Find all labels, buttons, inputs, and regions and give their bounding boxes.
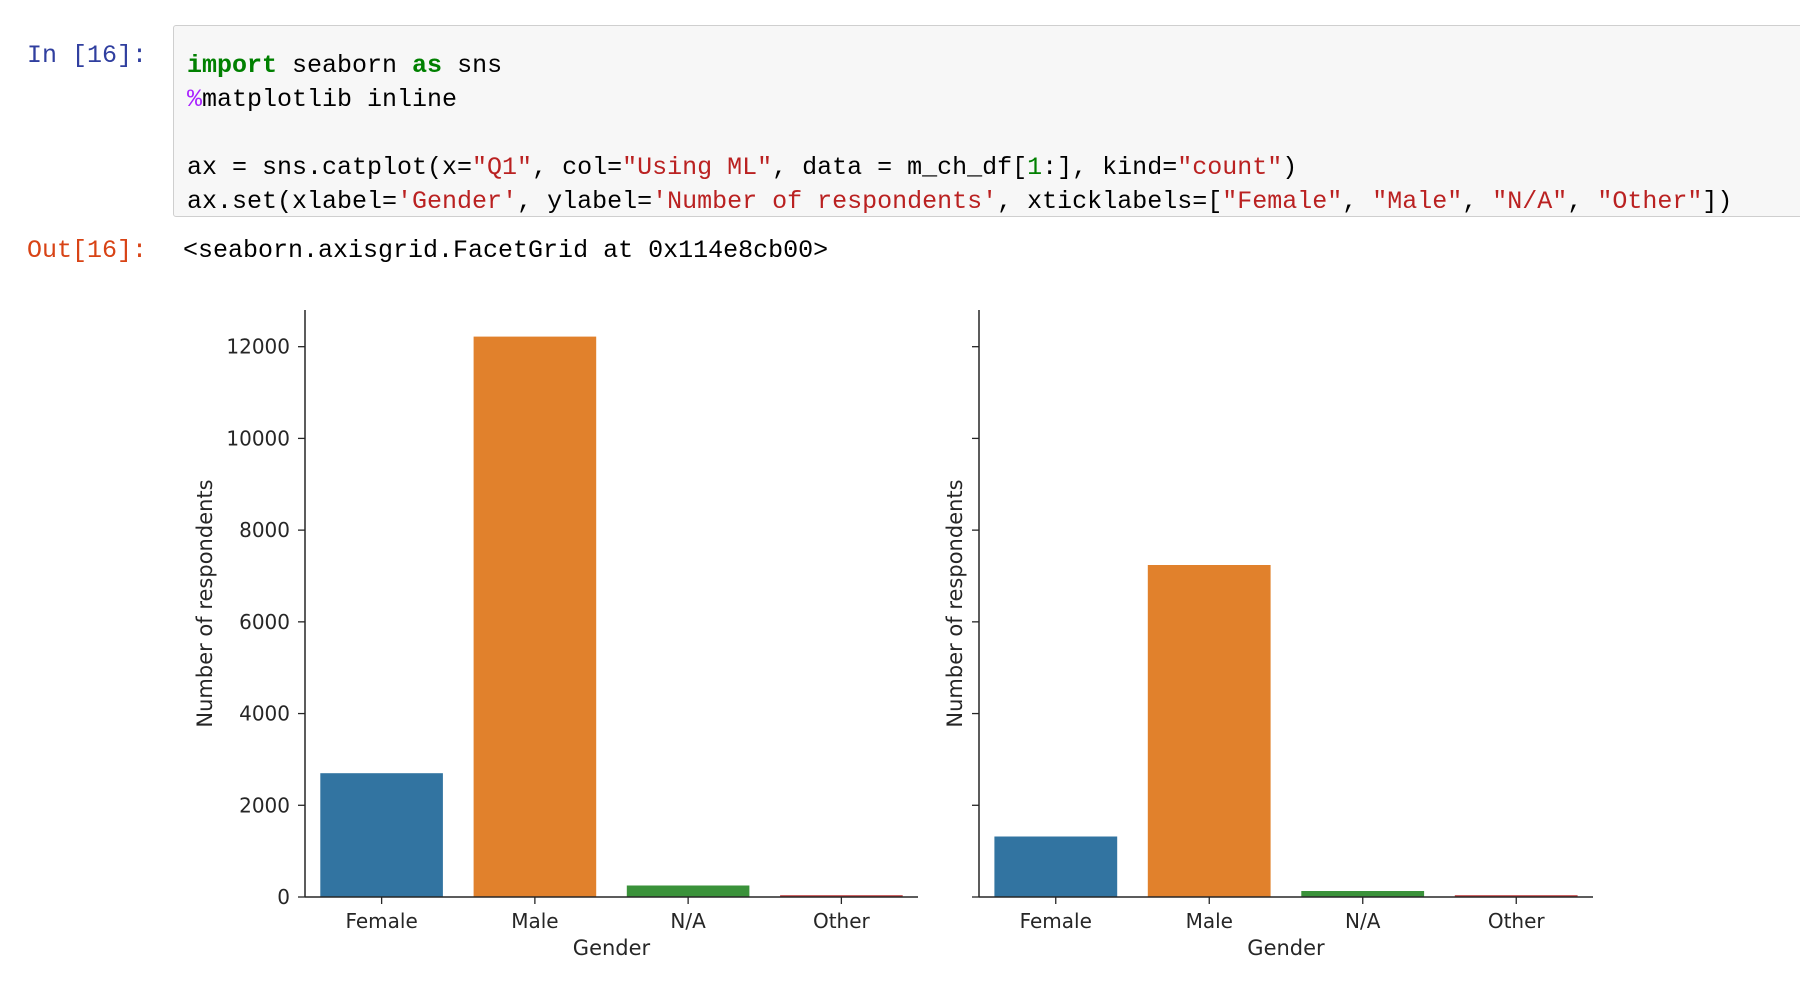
code-token: ax = sns.catplot(x=: [187, 153, 473, 182]
code-token: ax.set(xlabel=: [187, 187, 398, 216]
code-token: "N/A": [1492, 187, 1568, 216]
code-token: import: [187, 51, 278, 80]
bar-male: [1147, 565, 1271, 897]
x-tick-label: Female: [1020, 909, 1092, 933]
code-token: 1: [1027, 153, 1043, 182]
code-token: ,: [1342, 187, 1373, 216]
bar-n-a: [626, 885, 750, 897]
x-tick-label: N/A: [1345, 909, 1381, 933]
x-tick-label: Other: [1488, 909, 1546, 933]
code-token: , data = m_ch_df[: [772, 153, 1028, 182]
y-tick-label: 12000: [226, 335, 290, 359]
code-token: , xticklabels=[: [997, 187, 1223, 216]
code-token: seaborn: [277, 51, 413, 80]
code-token: as: [412, 51, 443, 80]
bar-other: [1454, 895, 1578, 897]
y-axis-label: Number of respondents: [193, 479, 217, 727]
code-token: "Female": [1222, 187, 1343, 216]
facet-grid-chart: 0 2000 4000 6000 8000 10000 12000 Female Male N/A…: [193, 310, 1593, 960]
code-token: "Using ML": [622, 153, 773, 182]
y-tick-label: 8000: [239, 518, 290, 542]
output-prompt: Out[16]:: [27, 236, 148, 265]
bar-male: [473, 336, 597, 898]
code-token: %: [187, 85, 203, 114]
x-tick-label: Female: [345, 909, 417, 933]
bar-female: [320, 773, 443, 897]
x-axis-label: Gender: [573, 936, 651, 960]
y-tick-label: 2000: [239, 793, 290, 817]
y-tick-label: 10000: [226, 426, 290, 450]
code-token: 'Number of respondents': [652, 187, 998, 216]
code-token: "Other": [1597, 187, 1703, 216]
code-line: %matplotlib inline: [187, 83, 457, 117]
x-tick-label: Male: [1186, 909, 1233, 933]
y-axis-label: Number of respondents: [943, 479, 967, 727]
y-tick-label: 4000: [239, 702, 290, 726]
code-line: import seaborn as sns: [187, 49, 502, 83]
code-line: ax = sns.catplot(x="Q1", col="Using ML",…: [187, 151, 1297, 185]
x-tick-label: Other: [813, 909, 871, 933]
code-token: , ylabel=: [517, 187, 653, 216]
code-line: ax.set(xlabel='Gender', ylabel='Number o…: [187, 185, 1733, 216]
code-token: sns: [442, 51, 503, 80]
code-token: matplotlib inline: [202, 85, 458, 114]
facet-left: 0 2000 4000 6000 8000 10000 12000 Female Male N/A…: [193, 310, 918, 960]
code-token: ,: [1462, 187, 1493, 216]
code-token: ,: [1567, 187, 1598, 216]
code-token: ): [1282, 153, 1298, 182]
code-token: , col=: [532, 153, 623, 182]
code-token: 'Gender': [397, 187, 518, 216]
y-tick-label: 6000: [239, 610, 290, 634]
bar-n-a: [1301, 891, 1425, 897]
code-editor[interactable]: import seaborn as sns %matplotlib inline…: [173, 25, 1800, 217]
output-repr: <seaborn.axisgrid.FacetGrid at 0x114e8cb…: [183, 236, 829, 265]
facet-right: Female Male N/A Other Gender Number of respon…: [943, 310, 1593, 960]
x-axis-label: Gender: [1247, 936, 1325, 960]
code-token: "Q1": [472, 153, 533, 182]
code-token: :], kind=: [1042, 153, 1178, 182]
y-tick-label: 0: [277, 885, 290, 909]
code-token: "Male": [1372, 187, 1463, 216]
x-tick-label: Male: [511, 909, 558, 933]
code-token: ]): [1702, 187, 1733, 216]
x-tick-label: N/A: [670, 909, 706, 933]
bar-other: [780, 895, 903, 897]
input-prompt: In [16]:: [27, 41, 148, 70]
bar-female: [994, 836, 1118, 897]
code-token: "count": [1177, 153, 1283, 182]
